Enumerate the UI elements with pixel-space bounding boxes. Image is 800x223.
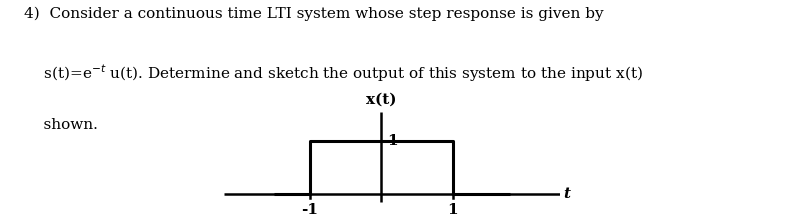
Text: 4)  Consider a continuous time LTI system whose step response is given by: 4) Consider a continuous time LTI system… (24, 7, 604, 21)
Text: 1: 1 (447, 203, 458, 217)
Text: x(t): x(t) (366, 93, 397, 107)
Text: t: t (563, 187, 570, 201)
Text: -1: -1 (302, 203, 318, 217)
Text: 1: 1 (387, 134, 398, 148)
Text: s(t)=e$^{-t}$ u(t). Determine and sketch the output of this system to the input : s(t)=e$^{-t}$ u(t). Determine and sketch… (24, 62, 643, 84)
Text: shown.: shown. (24, 118, 98, 132)
